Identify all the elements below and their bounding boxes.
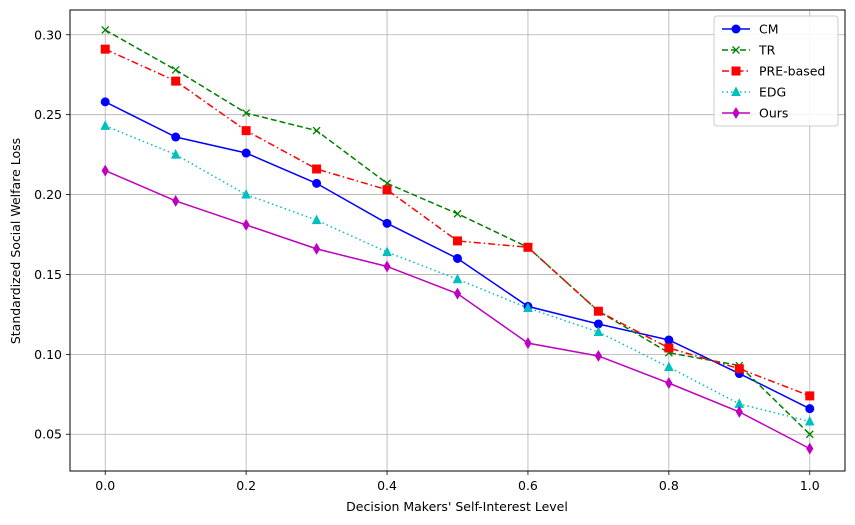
legend-label: TR [758, 43, 776, 58]
data-point [593, 326, 604, 336]
x-axis-label: Decision Makers' Self-Interest Level [346, 499, 568, 514]
data-point [382, 246, 392, 257]
x-tick-label: 0.4 [377, 478, 397, 493]
legend-item: CM [722, 22, 779, 37]
data-point [241, 188, 251, 199]
legend-label: Ours [759, 106, 788, 121]
data-point [453, 236, 462, 246]
data-point [241, 126, 251, 136]
x-tick-label: 0.2 [236, 478, 256, 493]
x-tick-label: 0.6 [518, 478, 538, 493]
data-point [242, 218, 250, 231]
legend-marker [732, 46, 740, 54]
legend: CM TR PRE-based EDG Ours [713, 15, 839, 127]
data-point [100, 97, 110, 107]
data-point [242, 109, 251, 118]
legend-item: EDG [722, 85, 786, 100]
data-point [312, 178, 322, 188]
data-point [523, 302, 533, 313]
legend-marker [731, 24, 741, 34]
data-point [170, 148, 181, 159]
data-point [172, 194, 180, 207]
series-cm [100, 97, 815, 414]
legend-item: TR [722, 43, 776, 58]
data-point [664, 335, 674, 345]
y-tick-label: 0.20 [34, 187, 62, 202]
series-line [104, 29, 811, 435]
legend-marker [731, 86, 741, 96]
series-edg [100, 120, 815, 426]
y-tick-label: 0.10 [34, 347, 62, 362]
data-point [735, 405, 743, 418]
legend-label: PRE-based [759, 64, 825, 79]
data-point [241, 148, 251, 158]
series-pre-based [100, 44, 815, 401]
data-point [664, 361, 674, 372]
data-point [101, 26, 110, 34]
series-tr [101, 26, 814, 439]
axis-ticks: 0.0 0.2 0.4 0.6 0.8 1.0 0.05 0.10 0.15 0.20 0.25 0.… [34, 27, 820, 493]
data-point [100, 120, 111, 130]
data-point [382, 185, 392, 195]
series-ours [101, 164, 814, 455]
legend-item: Ours [722, 106, 788, 121]
y-tick-label: 0.15 [34, 267, 62, 282]
data-point [101, 164, 109, 177]
data-point [382, 218, 392, 228]
series-line [104, 169, 811, 450]
x-tick-label: 1.0 [800, 478, 820, 493]
legend-box [713, 15, 839, 127]
data-point [805, 430, 814, 439]
data-point [805, 391, 815, 401]
data-point [383, 260, 391, 273]
data-point [734, 364, 744, 374]
data-point [171, 132, 181, 142]
legend-marker [732, 107, 740, 119]
legend-label: CM [759, 22, 779, 37]
data-point [452, 273, 463, 284]
legend-label: EDG [759, 85, 786, 100]
data-point [806, 442, 814, 455]
y-tick-label: 0.05 [34, 427, 62, 442]
data-point [453, 209, 462, 218]
data-point [453, 287, 462, 300]
data-point [312, 126, 321, 135]
legend-marker [731, 66, 741, 76]
data-point [313, 242, 321, 255]
series-layer [100, 26, 815, 455]
y-tick-label: 0.25 [34, 107, 62, 122]
data-point [453, 253, 462, 263]
data-point [312, 164, 322, 174]
data-point [311, 214, 322, 225]
data-point [805, 404, 815, 414]
data-point [804, 415, 815, 426]
data-point [100, 44, 110, 54]
data-point [593, 306, 603, 316]
data-point [664, 343, 674, 353]
data-point [665, 377, 673, 390]
y-tick-label: 0.30 [34, 27, 62, 42]
x-tick-label: 0.8 [659, 478, 679, 493]
y-axis-label: Standardized Social Welfare Loss [8, 138, 23, 344]
data-point [524, 337, 532, 350]
legend-item: PRE-based [722, 64, 825, 79]
x-tick-label: 0.0 [95, 478, 115, 493]
data-point [171, 76, 181, 86]
data-point [523, 242, 533, 252]
plot-frame [69, 9, 846, 472]
series-line [104, 48, 811, 397]
data-point [171, 65, 180, 74]
data-point [594, 349, 602, 362]
